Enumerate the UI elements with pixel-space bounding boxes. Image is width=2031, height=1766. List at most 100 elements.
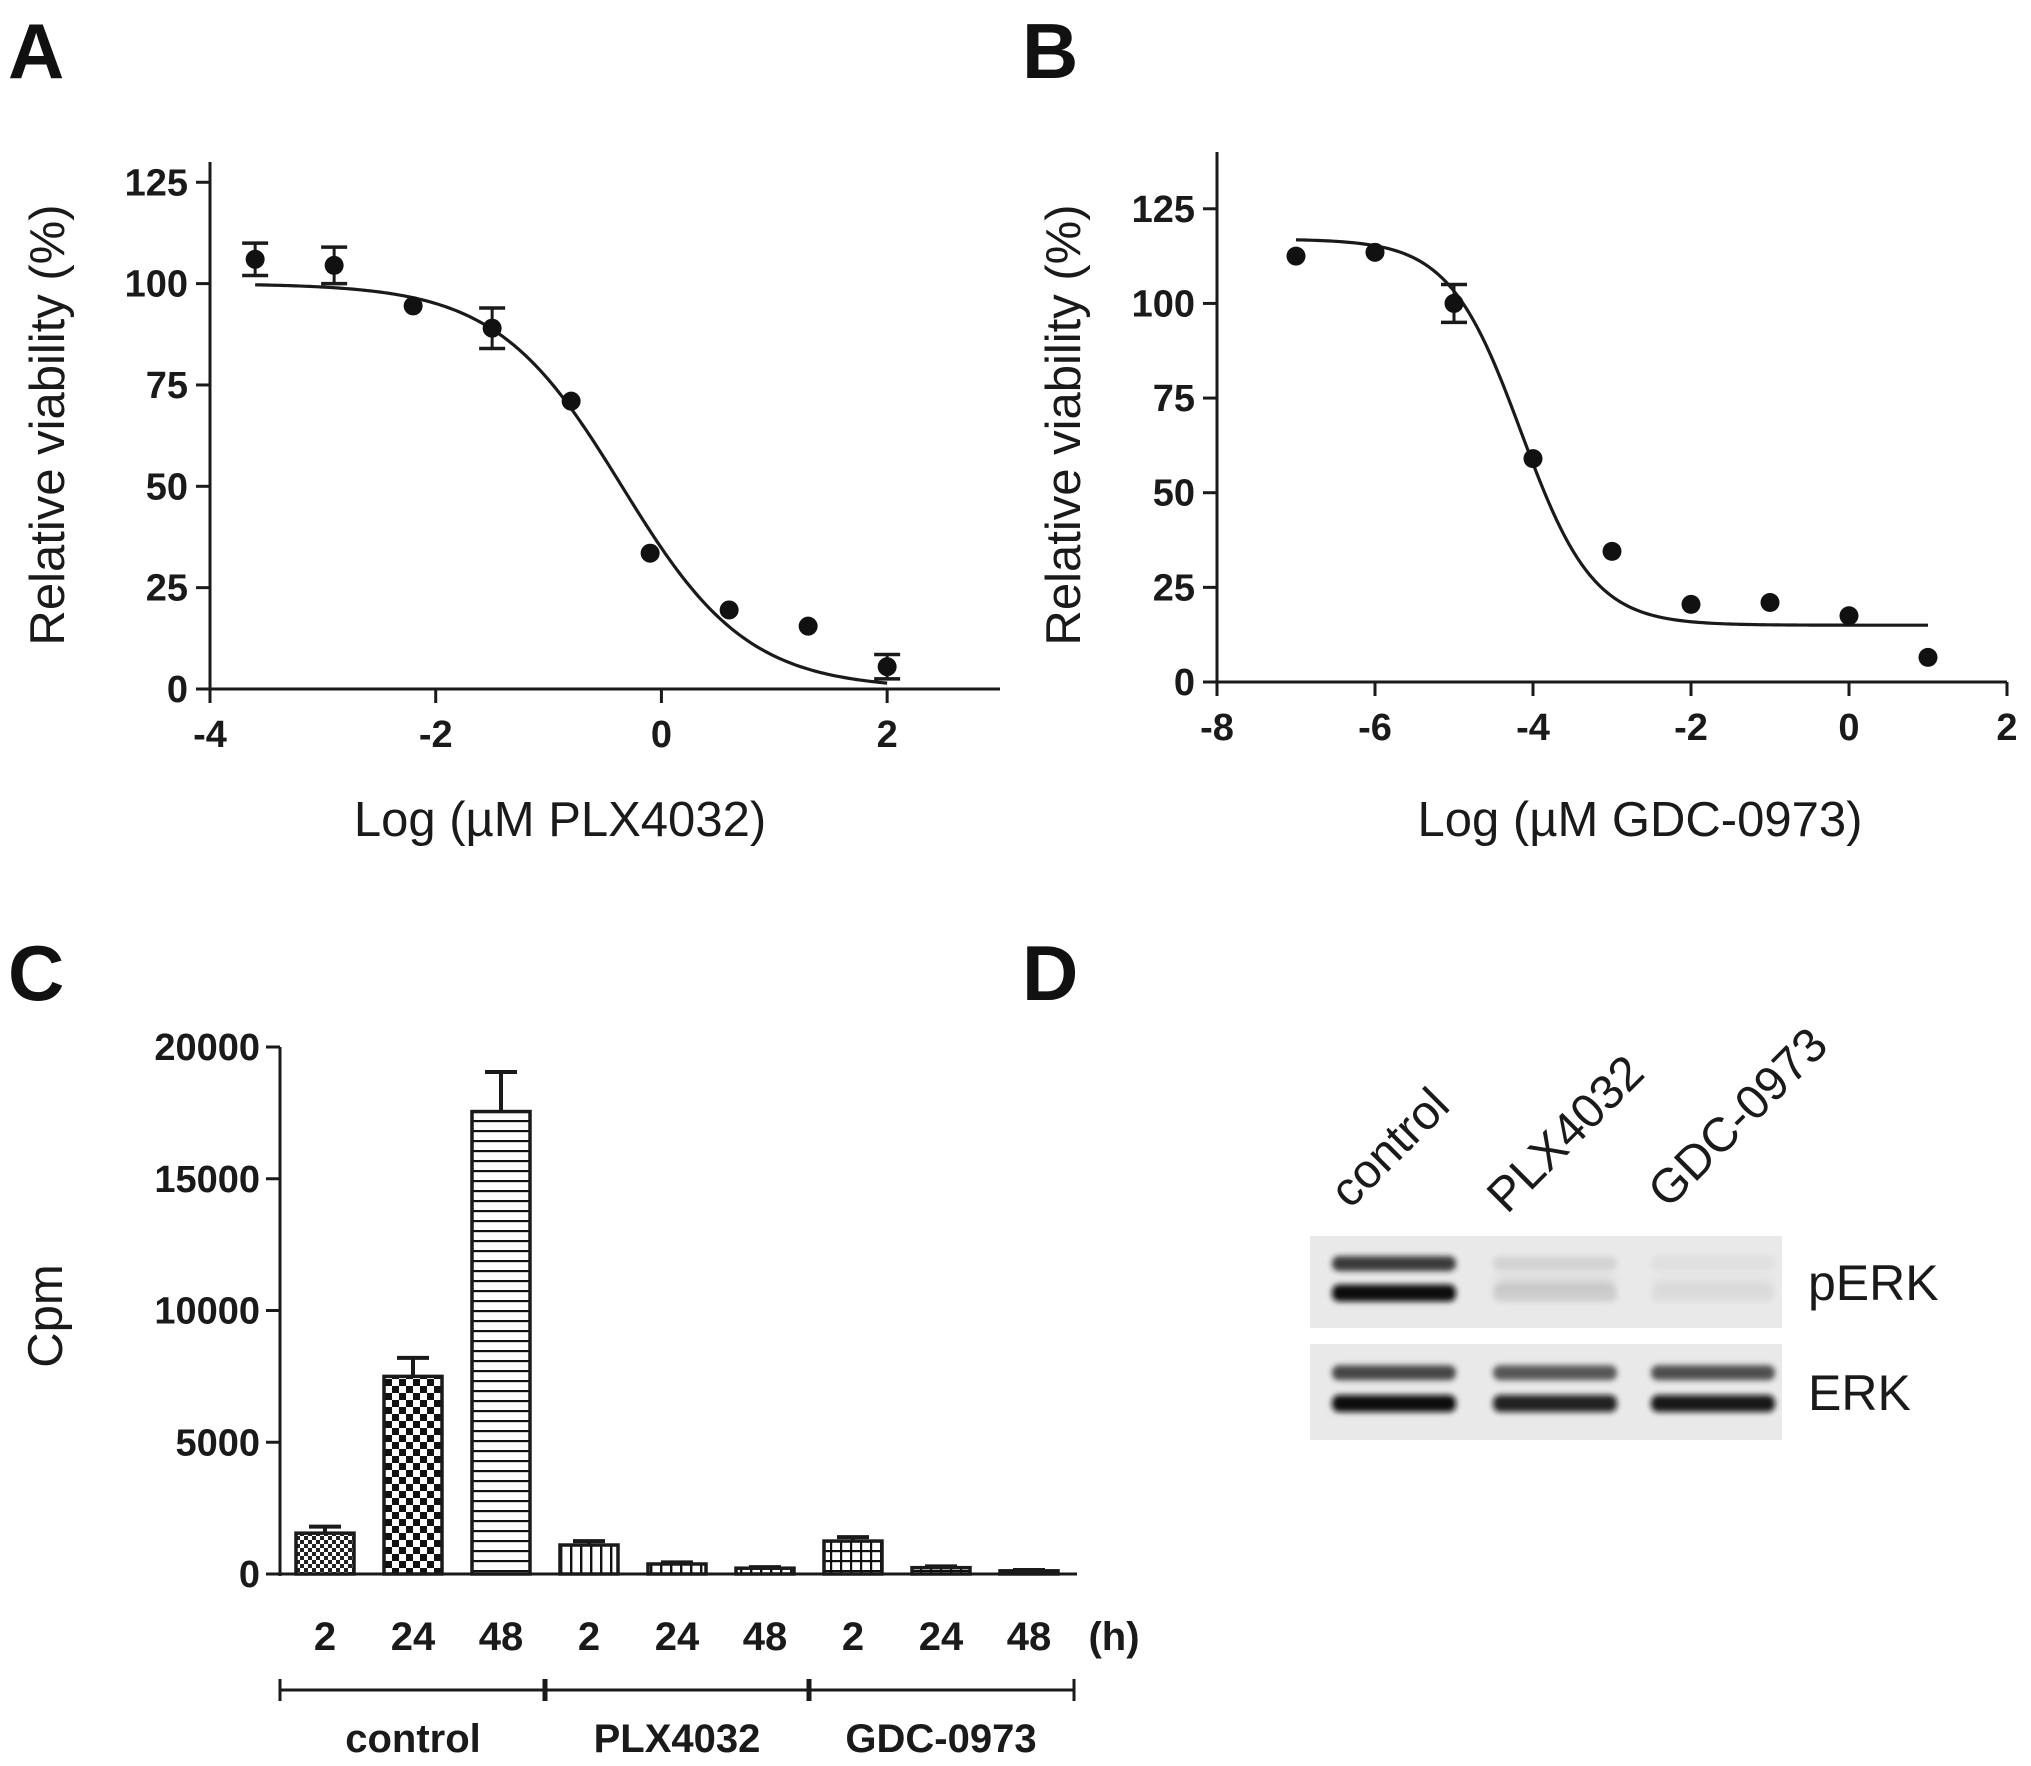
dose-response-chart-gdc0973: -8 -6 -4 -2 0 2 0 25 50 75 100 125 Log (µM GDC-0973… (1037, 152, 2018, 847)
y-tick-label: 125 (125, 162, 188, 204)
data-point (1839, 606, 1859, 626)
x-axis-title: Log (µM GDC-0973) (1418, 793, 1863, 847)
proliferation-bar-chart: 0 5000 10000 15000 20000 2 24 48 control 2 24 48 PL… (19, 1027, 1140, 1761)
blot-band (1651, 1365, 1775, 1381)
lane-label: GDC-0973 (1638, 1018, 1838, 1218)
bar (470, 1109, 532, 1576)
x-tick-label: 0 (1838, 707, 1859, 749)
lane-label: PLX4032 (1477, 1046, 1654, 1223)
data-point (1523, 449, 1543, 469)
group-label: GDC-0973 (845, 1717, 1036, 1761)
y-axis-title: Cpm (19, 1264, 73, 1367)
y-tick-label: 50 (1153, 473, 1195, 515)
x-tick-label: -8 (1200, 707, 1234, 749)
data-points (242, 241, 901, 681)
data-point (403, 296, 423, 316)
x-tick-label: 0 (651, 714, 672, 756)
time-label: 24 (919, 1615, 964, 1659)
y-tick-label: 10000 (154, 1291, 260, 1333)
blot-strip: pERK (1310, 1236, 1939, 1328)
data-point (640, 543, 660, 563)
blot-band (1651, 1395, 1775, 1413)
axes: 0 5000 10000 15000 20000 (154, 1027, 1077, 1596)
data-point (1444, 293, 1464, 313)
time-label: 2 (842, 1615, 864, 1659)
blot-band-faint (1653, 1277, 1773, 1288)
blot-band (1493, 1284, 1617, 1302)
bar (910, 1565, 972, 1576)
bars (294, 1070, 1060, 1576)
data-point (798, 616, 818, 636)
y-tick-label: 50 (146, 466, 188, 508)
data-point (877, 657, 897, 677)
blot-band (1493, 1256, 1617, 1272)
y-tick-label: 75 (1153, 378, 1195, 420)
y-tick-label: 100 (125, 264, 188, 306)
bar (822, 1539, 884, 1576)
data-point (324, 255, 344, 275)
panel-label-d: D (1022, 929, 1078, 1017)
lane-label: control (1320, 1078, 1459, 1217)
data-point (1918, 647, 1938, 667)
y-axis-title: Relative viability (%) (1037, 204, 1091, 645)
x-tick-label: -6 (1358, 707, 1392, 749)
x-axis-title: Log (µM PLX4032) (354, 793, 766, 847)
band-label: ERK (1808, 1365, 1911, 1421)
y-tick-label: 5000 (175, 1422, 260, 1464)
blot-band (1332, 1395, 1456, 1413)
x-tick-label: -4 (1516, 707, 1550, 749)
time-label: 48 (479, 1615, 524, 1659)
data-point (1286, 246, 1306, 266)
data-point (561, 391, 581, 411)
time-label: 2 (578, 1615, 600, 1659)
axes: -4 -2 0 2 0 25 50 75 100 125 (125, 162, 1000, 756)
panel-label-c: C (8, 929, 64, 1017)
time-label: 24 (391, 1615, 436, 1659)
x-tick-label: -4 (193, 714, 227, 756)
blot-band (1332, 1256, 1456, 1272)
blot-strip: ERK (1310, 1344, 1911, 1440)
blot-band (1651, 1284, 1775, 1302)
data-point (1681, 594, 1701, 614)
y-tick-label: 125 (1132, 189, 1195, 231)
panel-label-a: A (8, 7, 64, 95)
y-tick-label: 0 (167, 669, 188, 711)
blot-band-faint (1495, 1277, 1615, 1288)
x-tick-label: -2 (1674, 707, 1708, 749)
bar (294, 1531, 356, 1576)
y-tick-label: 15000 (154, 1159, 260, 1201)
y-tick-label: 75 (146, 365, 188, 407)
data-point (482, 318, 502, 338)
data-point (1365, 242, 1385, 262)
data-points (1286, 242, 1938, 667)
bar (646, 1562, 708, 1576)
group-label: control (345, 1717, 481, 1761)
fit-line (1295, 238, 1928, 627)
panel-label-b: B (1022, 7, 1078, 95)
x-tick-label: -2 (419, 714, 453, 756)
bar (558, 1543, 620, 1576)
data-point (245, 249, 265, 269)
y-axis-title: Relative viability (%) (21, 204, 75, 645)
dose-response-chart-plx4032: -4 -2 0 2 0 25 50 75 100 125 Log (µM PLX4032) Rel… (21, 162, 1000, 847)
blot-band (1493, 1395, 1617, 1413)
time-unit-label: (h) (1088, 1615, 1139, 1659)
blot-band (1493, 1365, 1617, 1381)
blot-band (1332, 1365, 1456, 1381)
data-point (1760, 593, 1780, 612)
y-tick-label: 0 (239, 1554, 260, 1596)
blot-band (1651, 1256, 1775, 1272)
time-label: 48 (743, 1615, 788, 1659)
band-label: pERK (1808, 1255, 1939, 1311)
data-point (719, 600, 739, 620)
y-tick-label: 25 (146, 568, 188, 610)
group-label: PLX4032 (594, 1717, 761, 1761)
category-labels: 2 24 48 control 2 24 48 PLX4032 2 24 48 GDC-0973 (h) (278, 1615, 1140, 1761)
blot-strips: pERK ERK (1310, 1236, 1939, 1440)
y-tick-label: 25 (1153, 567, 1195, 609)
x-tick-label: 2 (1996, 707, 2017, 749)
y-tick-label: 20000 (154, 1027, 260, 1069)
x-tick-label: 2 (877, 714, 898, 756)
